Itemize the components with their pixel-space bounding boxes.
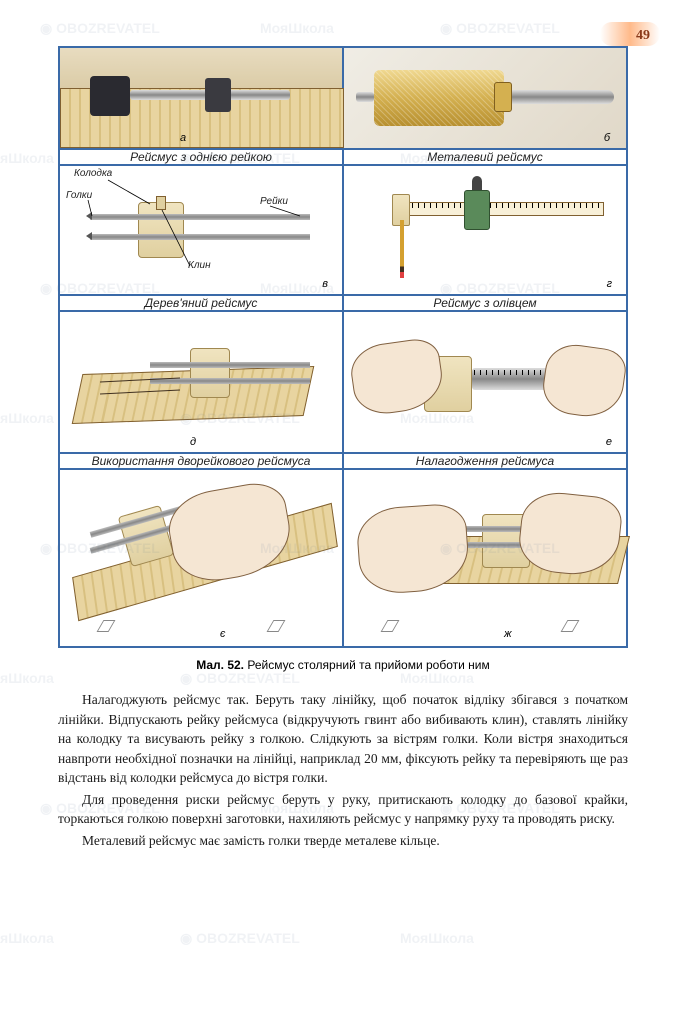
figure-caption: Мал. 52. Рейсмус столярний та прийоми ро… <box>58 658 628 672</box>
page-number: 49 <box>636 28 650 44</box>
body-text: Налагоджують рейсмус так. Беруть таку лі… <box>58 690 628 851</box>
subfigure-e-image: д <box>60 312 342 452</box>
paragraph-1: Налагоджують рейсмус так. Беруть таку лі… <box>58 690 628 788</box>
paragraph-2: Для проведення риски рейсмус беруть у ру… <box>58 790 628 829</box>
chapter-side-label: Технологія виготовлення виробів з дереви… <box>648 50 668 450</box>
figure-52-grid: а б Рейсмус з однією рейкою Металевий ре… <box>58 46 628 648</box>
subfigure-c-image: Колодка Голки Рейки Клин в <box>60 166 342 294</box>
subfigure-f-image: е <box>344 312 626 452</box>
subfigure-c-caption: Дерев'яний рейсмус <box>59 295 343 311</box>
subfigure-g-image: є <box>60 470 342 646</box>
subfigure-b-image: б <box>344 48 626 148</box>
subfigure-e-caption: Використання дворейкового рейсмуса <box>59 453 343 469</box>
subfigure-f-caption: Налагодження рейсмуса <box>343 453 627 469</box>
subfigure-a-caption: Рейсмус з однією рейкою <box>59 149 343 165</box>
subfigure-d-image: г <box>344 166 626 294</box>
subfigure-b-caption: Металевий рейсмус <box>343 149 627 165</box>
subfigure-d-caption: Рейсмус з олівцем <box>343 295 627 311</box>
paragraph-3: Металевий рейсмус має замість голки твер… <box>58 831 628 851</box>
page-content: а б Рейсмус з однією рейкою Металевий ре… <box>58 46 628 853</box>
subfigure-a-image: а <box>60 48 342 148</box>
page-number-accent <box>600 22 660 46</box>
subfigure-h-image: ж <box>344 470 626 646</box>
